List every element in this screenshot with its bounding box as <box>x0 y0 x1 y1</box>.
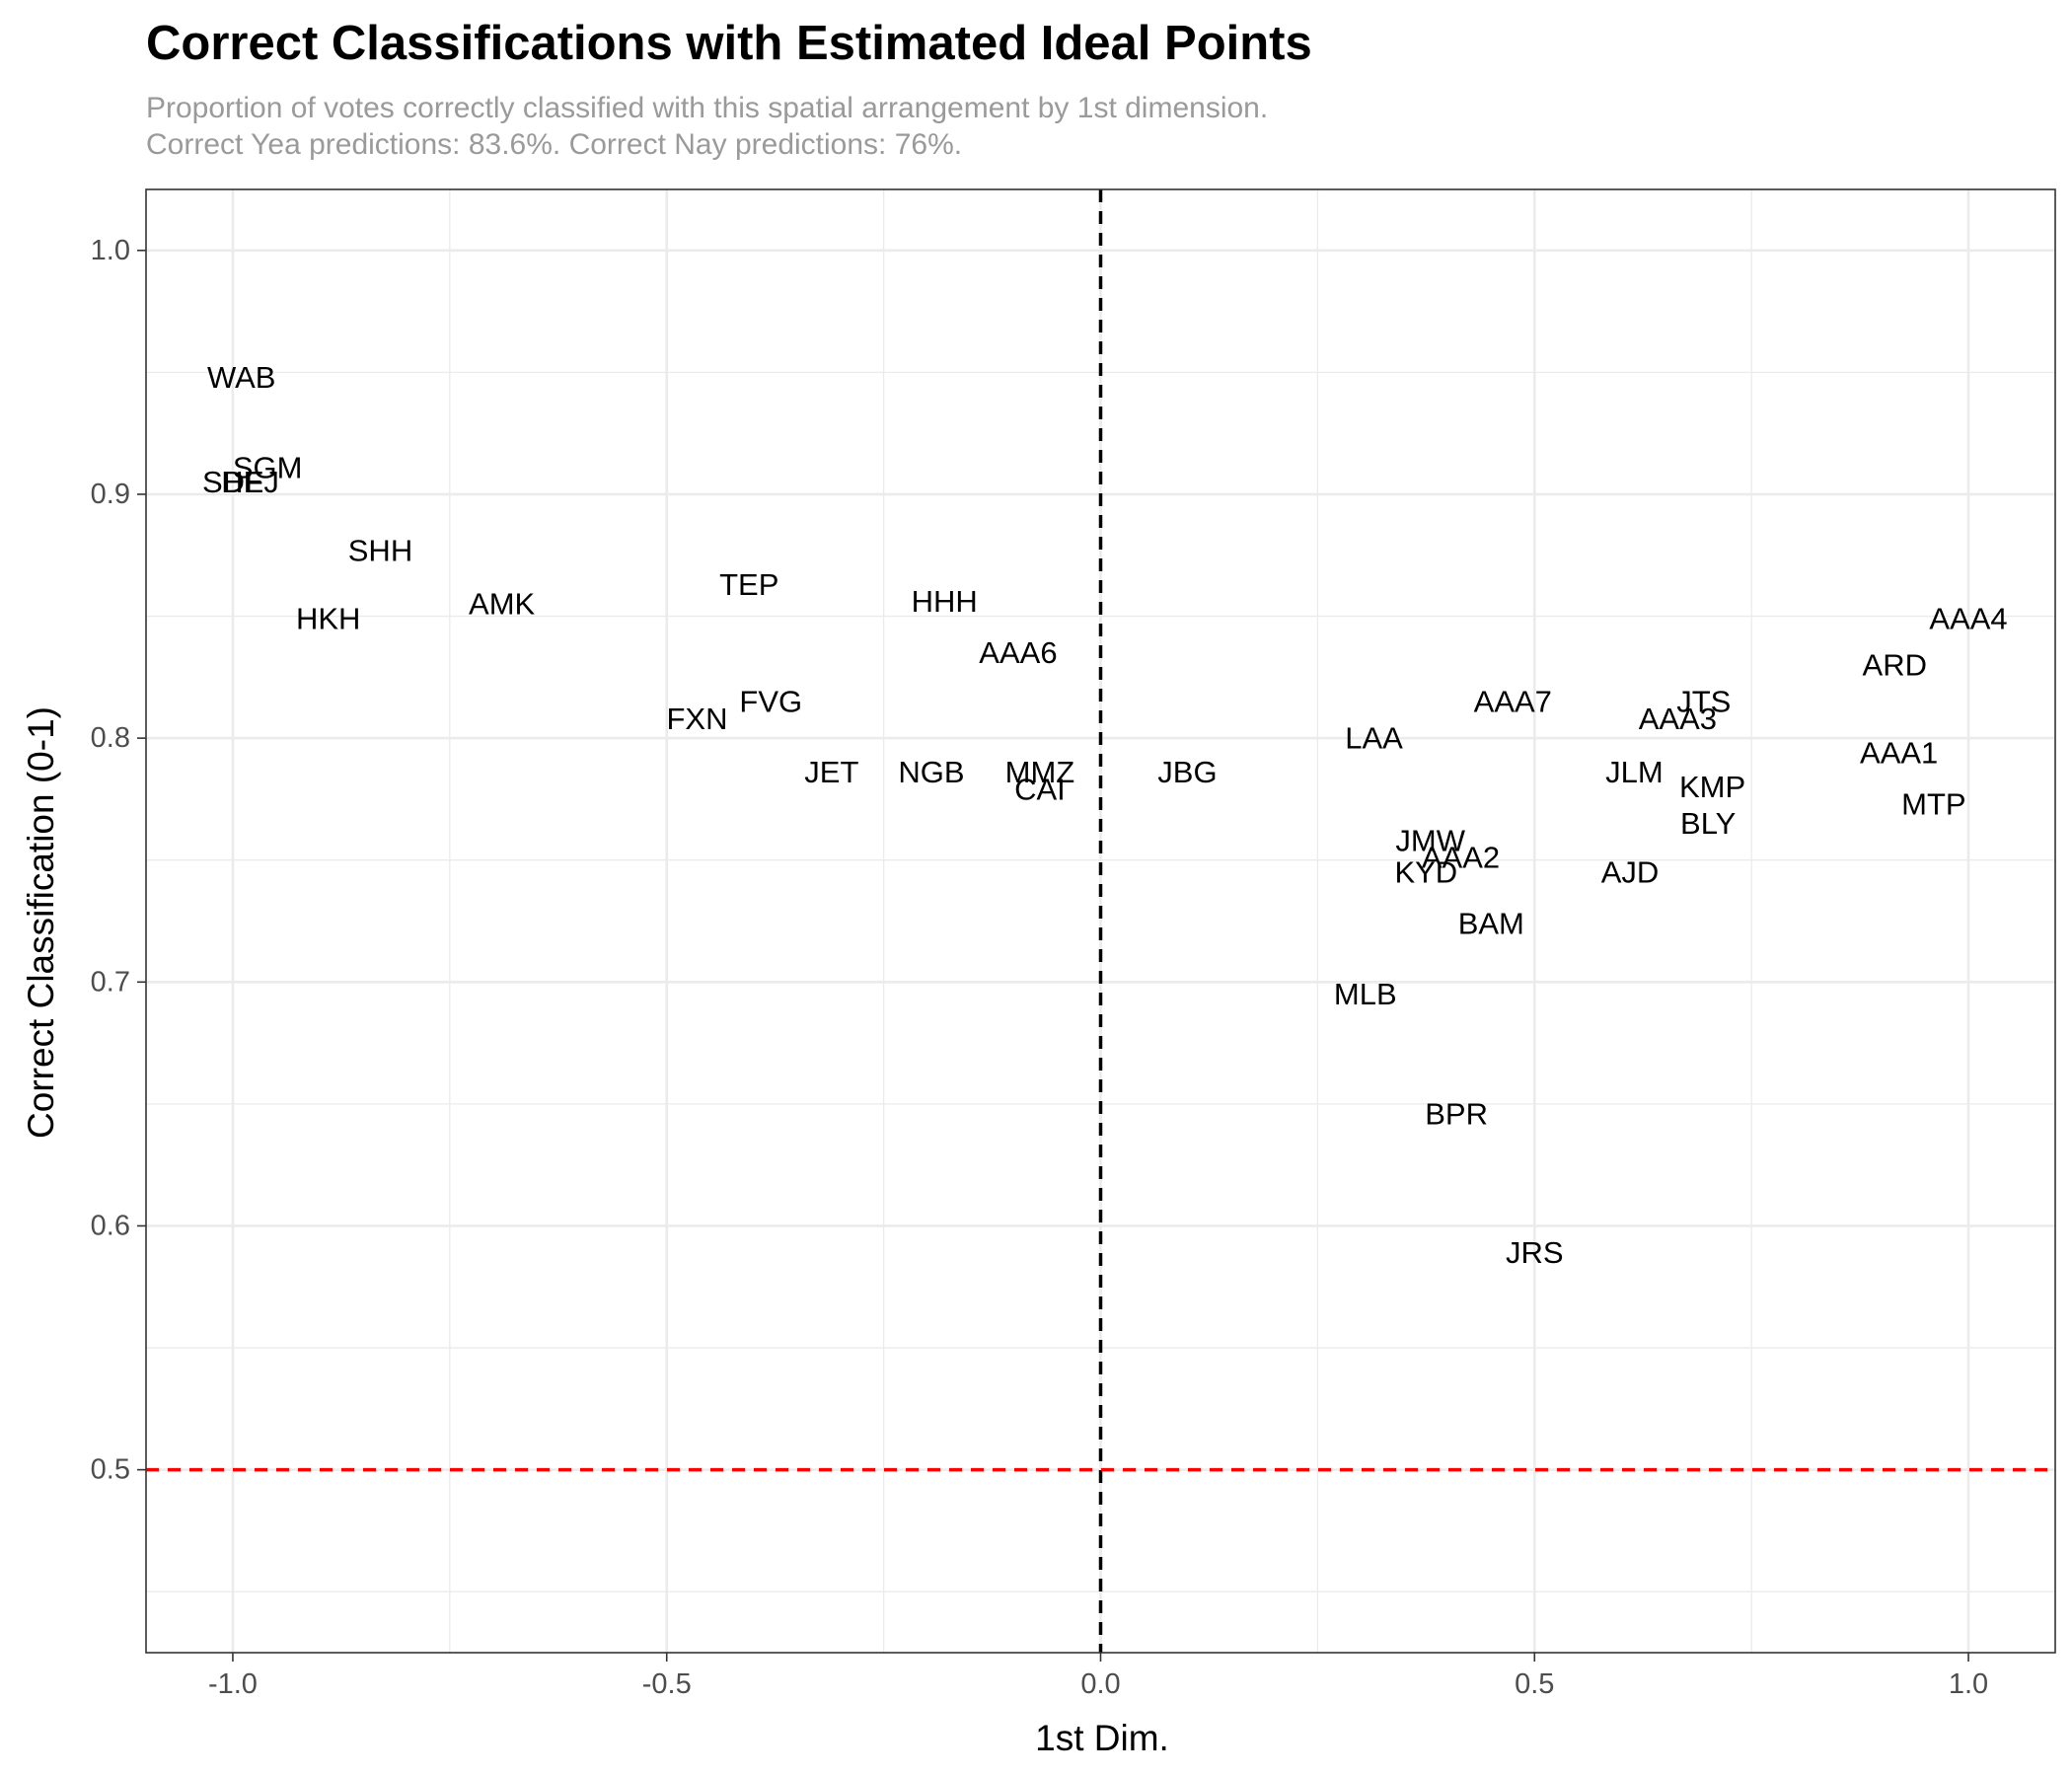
point-label-hhh: HHH <box>912 584 978 619</box>
x-tick-label: 0.0 <box>1080 1668 1120 1700</box>
point-label-aaa2: AAA2 <box>1422 841 1500 875</box>
point-label-ajd: AJD <box>1601 855 1660 890</box>
point-label-sgm: SGM <box>233 450 303 484</box>
point-label-aaa7: AAA7 <box>1474 685 1552 719</box>
point-label-fxn: FXN <box>667 702 728 736</box>
point-label-jet: JET <box>804 755 858 789</box>
y-tick-label: 0.6 <box>91 1210 130 1241</box>
point-label-tep: TEP <box>719 567 778 602</box>
point-label-ard: ARD <box>1863 647 1927 682</box>
point-label-hkh: HKH <box>296 602 360 636</box>
point-label-mlb: MLB <box>1334 977 1397 1011</box>
y-tick-label: 0.7 <box>91 966 130 998</box>
y-tick-label: 0.9 <box>91 479 130 510</box>
y-axis-title: Correct Classification (0-1) <box>21 706 61 1139</box>
y-axis: 0.5 0.6 0.7 0.8 0.9 1.0 <box>91 235 146 1486</box>
point-label-aaa4: AAA4 <box>1929 602 2007 636</box>
x-tick-label: -0.5 <box>642 1668 692 1700</box>
chart-subtitle-line-1: Proportion of votes correctly classified… <box>146 92 1268 124</box>
point-label-amk: AMK <box>469 587 536 622</box>
reference-lines <box>146 189 2055 1653</box>
point-label-wab: WAB <box>207 360 275 395</box>
point-label-hej: HEJ <box>221 465 279 499</box>
x-tick-label: -1.0 <box>208 1668 258 1700</box>
point-label-laa: LAA <box>1345 721 1403 756</box>
point-label-bam: BAM <box>1458 906 1524 940</box>
point-label-fvg: FVG <box>739 685 802 719</box>
point-label-ngb: NGB <box>898 755 964 789</box>
chart-subtitle-line-2: Correct Yea predictions: 83.6%. Correct … <box>146 128 962 161</box>
point-label-kyd: KYD <box>1394 855 1457 890</box>
point-label-shh: SHH <box>348 533 412 567</box>
point-label-kmp: KMP <box>1679 770 1745 804</box>
point-label-jmw: JMW <box>1395 823 1465 857</box>
point-label-aaa6: AAA6 <box>979 635 1057 670</box>
point-label-bly: BLY <box>1680 806 1736 841</box>
y-tick-label: 0.5 <box>91 1454 130 1486</box>
x-tick-label: 0.5 <box>1515 1668 1554 1700</box>
x-tick-label: 1.0 <box>1949 1668 1988 1700</box>
point-label-cai: CAI <box>1014 773 1066 807</box>
y-tick-label: 1.0 <box>91 235 130 266</box>
x-axis-title: 1st Dim. <box>1035 1718 1169 1758</box>
point-label-jts: JTS <box>1676 685 1731 719</box>
point-label-aaa3: AAA3 <box>1639 702 1717 736</box>
point-label-jlm: JLM <box>1605 755 1664 789</box>
y-tick-label: 0.8 <box>91 722 130 754</box>
point-label-jrs: JRS <box>1506 1235 1564 1270</box>
chart-title: Correct Classifications with Estimated I… <box>146 17 1312 70</box>
point-label-jbg: JBG <box>1157 755 1217 789</box>
point-label-aaa1: AAA1 <box>1860 735 1938 770</box>
x-axis: -1.0 -0.5 0.0 0.5 1.0 <box>208 1653 1988 1700</box>
point-label-bpr: BPR <box>1425 1096 1488 1131</box>
point-label-sdf: SDF <box>202 465 263 499</box>
point-label-mtp: MTP <box>1901 786 1965 821</box>
point-label-mmz: MMZ <box>1005 755 1075 789</box>
